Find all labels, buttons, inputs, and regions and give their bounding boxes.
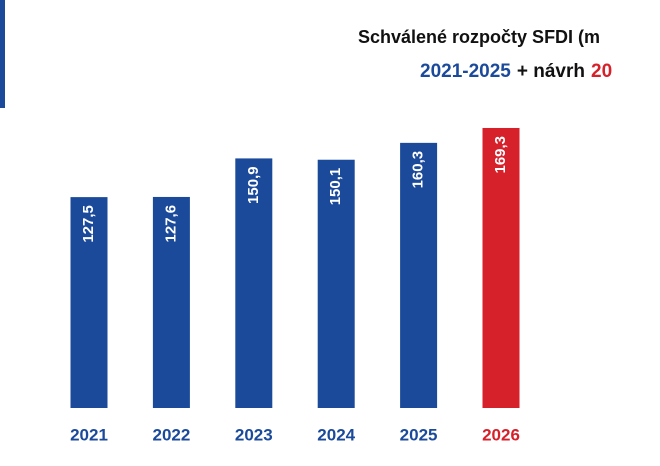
chart-subtitle: 2021-2025 + návrh 20 [420,61,612,82]
bar [235,158,273,408]
chart-title: Schválené rozpočty SFDI (m [358,27,600,47]
value-label: 150,1 [327,168,344,206]
x-tick-label: 2021 [70,425,108,444]
value-label: 160,3 [410,151,427,189]
bar [70,197,108,408]
bar [317,159,355,408]
bar [482,127,520,409]
x-tick-label: 2023 [235,425,273,444]
subtitle-part: 2021-2025 [420,61,511,82]
accent-strip [0,0,5,108]
bar [400,142,438,408]
bar [152,196,190,408]
x-tick-label: 2022 [152,425,190,444]
x-tick-label: 2026 [482,425,520,444]
value-label: 127,5 [80,205,97,243]
x-tick-label: 2024 [317,425,355,444]
subtitle-part: 20 [591,61,612,82]
subtitle-part: + návrh [517,61,585,82]
value-label: 169,3 [492,136,509,174]
value-label: 150,9 [245,166,262,204]
value-label: 127,6 [162,205,179,243]
x-tick-label: 2025 [400,425,438,444]
